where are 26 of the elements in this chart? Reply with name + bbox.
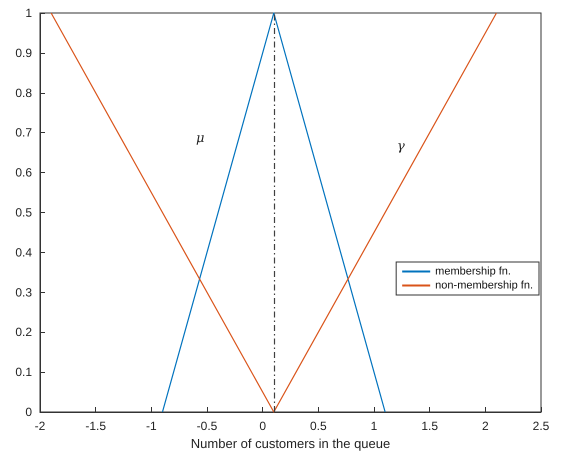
x-tick-label: -1 (146, 419, 157, 433)
y-tick-label: 0.3 (15, 285, 32, 300)
x-axis-title: Number of customers in the queue (190, 436, 390, 451)
y-tick-label: 1 (25, 6, 32, 20)
y-tick-label: 0 (25, 405, 32, 419)
y-tick-label: 0.6 (15, 166, 32, 180)
y-tick-label: 0.8 (15, 86, 32, 100)
x-tick-label: 0 (259, 419, 266, 433)
legend-label: non-membership fn. (435, 280, 534, 292)
y-tick-label: 0.9 (15, 46, 32, 60)
legend-label: membership fn. (435, 266, 511, 278)
x-tick-label: 1 (370, 419, 378, 433)
x-tick-label: 2.5 (532, 419, 550, 433)
x-tick-label: 0.5 (310, 419, 327, 433)
y-tick-label: 0.1 (15, 365, 32, 380)
x-tick-label: -2 (34, 419, 46, 433)
x-tick-label: 2 (482, 419, 489, 433)
annotation: μ (196, 131, 204, 146)
y-tick-label: 0.7 (15, 126, 32, 140)
x-tick-label: 1.5 (421, 419, 438, 433)
y-tick-label: 0.5 (15, 206, 32, 220)
annotation: γ (397, 139, 405, 154)
x-tick-label: -0.5 (196, 419, 218, 433)
y-tick-label: 0.4 (15, 245, 32, 260)
x-tick-label: -1.5 (85, 419, 106, 433)
y-tick-label: 0.2 (15, 325, 32, 340)
